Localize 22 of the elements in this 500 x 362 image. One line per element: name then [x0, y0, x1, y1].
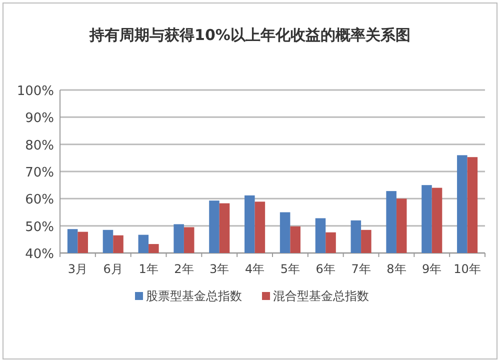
- x-tick-label: 3年: [210, 262, 230, 276]
- x-tick-label: 1年: [138, 262, 158, 276]
- x-tick-label: 4年: [244, 262, 265, 276]
- y-tick-label: 90%: [25, 111, 54, 126]
- chart-title: 持有周期与获得10%以上年化收益的概率关系图: [88, 26, 410, 44]
- x-tick-label: 6月: [103, 262, 123, 276]
- x-tick-label: 2年: [174, 262, 194, 276]
- x-tick-label: 6年: [316, 262, 336, 276]
- y-tick-label: 40%: [25, 247, 54, 262]
- y-tick-label: 60%: [25, 192, 54, 208]
- x-tick-label: 5年: [280, 262, 300, 276]
- x-tick-label: 3月: [68, 262, 88, 276]
- legend-label: 混合型基金总指数: [273, 289, 369, 303]
- y-tick-label: 80%: [25, 138, 54, 154]
- x-tick-label: 10年: [454, 262, 481, 276]
- y-tick-label: 70%: [25, 166, 54, 180]
- y-tick-label: 100%: [16, 84, 54, 99]
- legend-label: 股票型基金总指数: [146, 289, 242, 303]
- x-tick-label: 9年: [422, 262, 442, 276]
- x-tick-label: 7年: [351, 262, 371, 276]
- y-tick-label: 50%: [25, 220, 54, 235]
- x-tick-label: 8年: [386, 262, 406, 276]
